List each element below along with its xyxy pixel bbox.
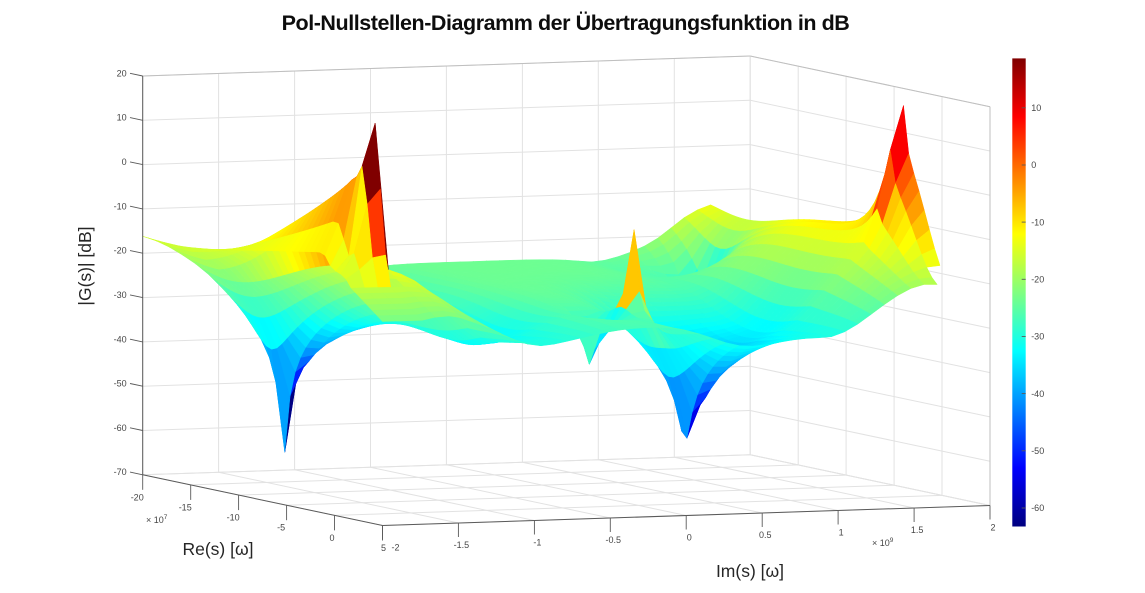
svg-text:0: 0 bbox=[329, 533, 334, 543]
svg-text:-20: -20 bbox=[114, 246, 127, 256]
svg-text:-2: -2 bbox=[391, 543, 399, 553]
svg-text:Im(s) [ω]: Im(s) [ω] bbox=[716, 561, 784, 581]
svg-text:-0.5: -0.5 bbox=[606, 535, 622, 545]
svg-text:-1.5: -1.5 bbox=[454, 540, 470, 550]
svg-text:-60: -60 bbox=[1031, 503, 1044, 513]
svg-text:0: 0 bbox=[687, 533, 692, 543]
svg-text:Re(s) [ω]: Re(s) [ω] bbox=[182, 539, 253, 559]
svg-text:-1: -1 bbox=[533, 538, 541, 548]
svg-text:× 107: × 107 bbox=[146, 514, 168, 525]
svg-text:0: 0 bbox=[122, 157, 127, 167]
svg-text:-60: -60 bbox=[114, 423, 127, 433]
svg-text:× 109: × 109 bbox=[872, 537, 894, 548]
svg-text:2: 2 bbox=[990, 523, 995, 533]
svg-text:-20: -20 bbox=[131, 492, 144, 502]
svg-text:0: 0 bbox=[1031, 160, 1036, 170]
svg-text:-40: -40 bbox=[114, 334, 127, 344]
svg-text:-10: -10 bbox=[1031, 217, 1044, 227]
svg-text:-50: -50 bbox=[1031, 446, 1044, 456]
svg-text:1.5: 1.5 bbox=[911, 525, 924, 535]
svg-text:10: 10 bbox=[1031, 103, 1041, 113]
svg-text:-15: -15 bbox=[179, 502, 192, 512]
svg-text:|G(s)| [dB]: |G(s)| [dB] bbox=[75, 226, 95, 305]
svg-text:-40: -40 bbox=[1031, 389, 1044, 399]
svg-text:-70: -70 bbox=[114, 467, 127, 477]
svg-text:-10: -10 bbox=[114, 201, 127, 211]
svg-text:-20: -20 bbox=[1031, 275, 1044, 285]
svg-text:-50: -50 bbox=[114, 379, 127, 389]
svg-text:5: 5 bbox=[381, 543, 386, 553]
svg-text:0.5: 0.5 bbox=[759, 530, 772, 540]
svg-text:20: 20 bbox=[117, 68, 127, 78]
svg-text:-30: -30 bbox=[114, 290, 127, 300]
svg-text:-5: -5 bbox=[277, 523, 285, 533]
svg-text:-30: -30 bbox=[1031, 332, 1044, 342]
svg-text:1: 1 bbox=[839, 528, 844, 538]
svg-text:-10: -10 bbox=[227, 513, 240, 523]
svg-text:10: 10 bbox=[117, 113, 127, 123]
